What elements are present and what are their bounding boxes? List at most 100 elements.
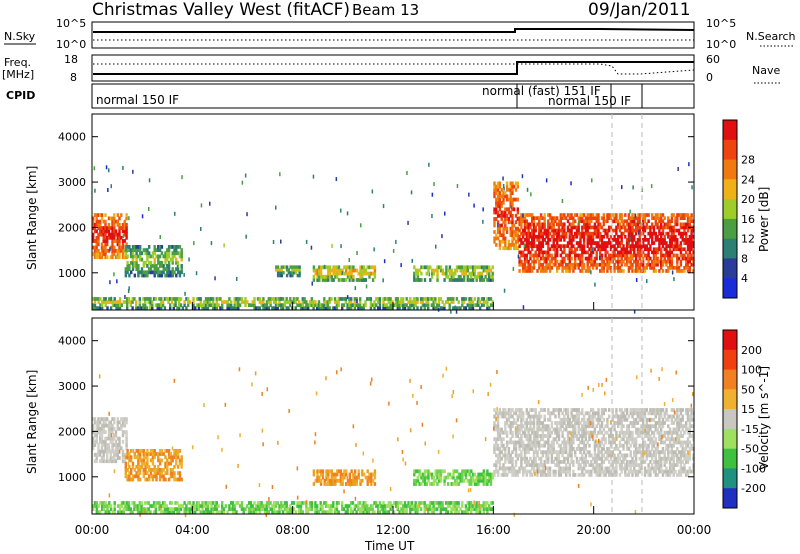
heat-cell [436, 274, 439, 279]
heat-cell [318, 268, 321, 273]
heat-cell [138, 297, 141, 301]
heat-cell [643, 228, 647, 233]
heat-cell [536, 269, 539, 273]
heat-cell [681, 424, 684, 429]
heat-cell [525, 266, 528, 270]
heat-cell [176, 251, 180, 256]
heat-cell [495, 184, 498, 189]
heat-cell [541, 427, 545, 432]
heat-cell [665, 430, 668, 435]
heat-cell [563, 259, 566, 264]
heat-cell [423, 475, 427, 480]
heat-cell [468, 300, 471, 304]
heat-cell [461, 300, 464, 304]
heat-cell [364, 271, 368, 276]
freq-trace [93, 61, 694, 75]
heat-cell [359, 300, 362, 304]
heat-cell [496, 191, 500, 195]
heat-cell [518, 228, 521, 233]
heat-cell [670, 450, 674, 455]
heat-cell [683, 430, 686, 435]
heat-cell [109, 232, 112, 237]
heat-cell [686, 219, 690, 224]
heat-cell [321, 469, 325, 474]
heat-cell [523, 469, 527, 474]
heat-cell [692, 219, 695, 224]
heat-cell [599, 269, 602, 273]
heat-cell [561, 411, 564, 416]
heat-cell [511, 424, 514, 429]
heat-cell [298, 303, 301, 307]
nsky-label: N.Sky [4, 30, 36, 43]
heat-cell [665, 269, 668, 273]
heat-cell [157, 270, 160, 275]
heat-cell [146, 477, 149, 482]
heat-cell [327, 475, 330, 480]
heat-cell [334, 265, 337, 270]
heat-cell [561, 256, 564, 261]
heat-cell [582, 225, 586, 230]
heat-cell [445, 268, 448, 273]
heat-cell [518, 424, 521, 429]
heat-cell [126, 449, 129, 453]
heat-cell [636, 434, 640, 438]
heat-cell [543, 256, 546, 261]
heat-cell [495, 453, 498, 458]
heat-cell [677, 469, 681, 474]
heat-cell [654, 447, 657, 451]
heat-cell [520, 231, 523, 236]
heat-cell [676, 228, 679, 233]
heat-cell [656, 427, 659, 432]
heat-cell [642, 256, 645, 261]
heat-cell [609, 453, 613, 458]
heat-cell [529, 241, 532, 245]
heat-cell [686, 453, 690, 458]
heat-cell [563, 231, 566, 236]
heat-cell [99, 255, 102, 260]
heat-cell [454, 278, 457, 282]
heat-cell [149, 297, 152, 301]
heat-cell [480, 271, 484, 276]
heat-cell [572, 427, 575, 432]
heat-cell [210, 241, 213, 246]
heat-cell [568, 269, 571, 273]
heat-cell [590, 247, 593, 252]
heat-cell [670, 216, 674, 220]
heat-cell [685, 443, 688, 448]
heat-cell [566, 244, 570, 248]
heat-cell [550, 234, 554, 239]
heat-cell [545, 427, 548, 432]
heat-cell [604, 250, 607, 255]
heat-cell [686, 247, 690, 252]
heat-cell [547, 256, 550, 261]
heat-cell [556, 456, 559, 461]
heat-cell [565, 253, 568, 258]
heat-cell [308, 300, 312, 304]
heat-cell [599, 231, 602, 236]
heat-cell [613, 234, 616, 239]
heat-cell [137, 245, 140, 249]
heat-cell [138, 303, 141, 307]
heat-cell [606, 256, 609, 261]
heat-cell [532, 460, 536, 464]
heat-cell [236, 276, 238, 281]
heat-cell [118, 255, 121, 260]
heat-cell [660, 225, 663, 230]
heat-cell [548, 466, 552, 471]
heat-cell [522, 417, 525, 422]
heat-cell [318, 469, 321, 474]
heat-cell [113, 272, 115, 277]
heat-cell [636, 247, 640, 252]
heat-cell [95, 439, 98, 444]
heat-cell [624, 453, 627, 458]
heat-cell [262, 303, 265, 307]
heat-cell [171, 471, 174, 475]
heat-cell [192, 300, 195, 304]
heat-cell [432, 306, 435, 310]
heat-cell [348, 258, 350, 262]
heat-cell [121, 433, 125, 438]
heat-cell [645, 247, 648, 252]
heat-cell [144, 300, 147, 304]
heat-cell [106, 306, 109, 310]
heat-cell [151, 251, 155, 256]
